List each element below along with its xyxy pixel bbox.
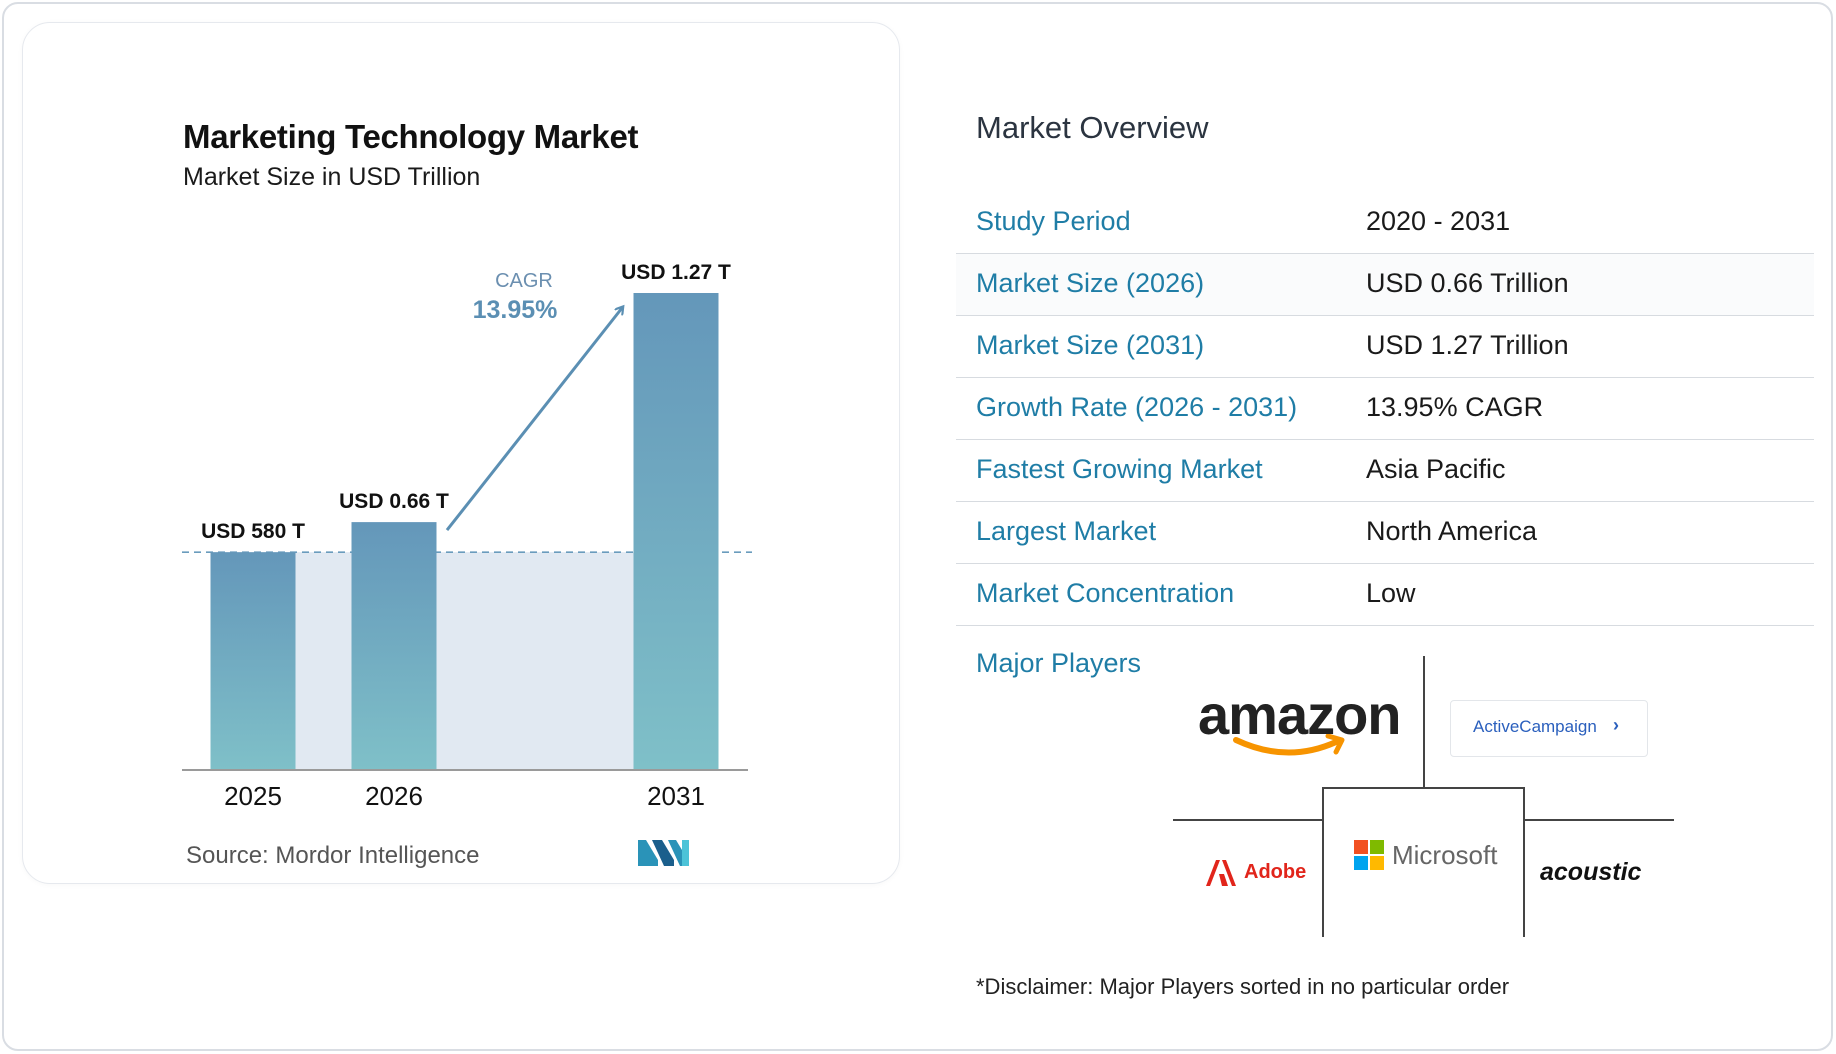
row-value: North America [1366,516,1538,546]
overview-row: Growth Rate (2026 - 2031) 13.95% CAGR [956,378,1814,440]
acoustic-logo: acoustic [1540,858,1641,887]
adobe-wordmark: Adobe [1244,861,1307,883]
microsoft-windows-icon [1354,840,1384,870]
chevron-right-icon: › [1613,715,1619,735]
row-key: Market Size (2026) [976,268,1205,298]
bar-2031 [633,293,719,770]
bar-2026 [351,522,437,770]
row-key: Fastest Growing Market [976,454,1263,484]
microsoft-wordmark: Microsoft [1392,840,1498,870]
overview-row: Fastest Growing Market Asia Pacific [956,440,1814,502]
cagr-arrow [445,308,622,532]
data-label-2026: USD 0.66 T [339,490,449,513]
x-tick-label-2031: 2031 [647,781,705,811]
grid-divider [1173,819,1323,821]
activecampaign-wordmark: ActiveCampaign [1473,717,1597,736]
amazon-logo: amazon [1198,682,1401,756]
disclaimer-text: *Disclaimer: Major Players sorted in no … [976,974,1510,999]
overview-title: Market Overview [976,110,1209,145]
row-value: USD 1.27 Trillion [1366,330,1569,360]
overview-row: Market Concentration Low [956,564,1814,626]
row-value: 13.95% CAGR [1366,392,1544,422]
adobe-a-icon [1206,860,1236,886]
row-key: Market Concentration [976,578,1235,608]
overview-row: Market Size (2026) USD 0.66 Trillion [956,254,1814,316]
chart-subtitle: Market Size in USD Trillion [183,163,481,191]
x-tick-label-2026: 2026 [365,781,423,811]
grid-divider [1524,819,1674,821]
chart-title: Marketing Technology Market [183,118,639,155]
grid-divider [1423,656,1425,787]
amazon-smile-icon [1233,734,1345,756]
row-value: 2020 - 2031 [1366,206,1511,236]
row-value: Low [1366,578,1416,608]
major-players-label: Major Players [976,648,1142,678]
bar-2025 [210,552,296,770]
row-key: Growth Rate (2026 - 2031) [976,392,1298,422]
x-tick-label-2025: 2025 [224,781,282,811]
cagr-value: 13.95% [473,296,558,324]
mordor-intelligence-logo [638,840,689,866]
data-label-2031: USD 1.27 T [621,261,731,284]
cagr-label: CAGR [495,270,553,292]
data-label-2025: USD 580 T [201,520,305,543]
amazon-wordmark: amazon [1198,683,1401,746]
row-value: Asia Pacific [1366,454,1506,484]
acoustic-wordmark: acoustic [1540,858,1642,886]
row-key: Study Period [976,206,1131,236]
row-value: USD 0.66 Trillion [1366,268,1569,298]
overview-row: Study Period 2020 - 2031 [956,192,1814,254]
overview-row: Largest Market North America [956,502,1814,564]
overview-table: Study Period 2020 - 2031 Market Size (202… [956,192,1814,626]
reference-band [295,552,634,770]
row-key: Largest Market [976,516,1157,546]
overview-row: Market Size (2031) USD 1.27 Trillion [956,316,1814,378]
source-text: Source: Mordor Intelligence [186,842,480,869]
bar-chart: USD 580 T 2025 USD 0.66 T 2026 USD 1.27 T 203… [182,261,752,811]
activecampaign-logo: ActiveCampaign › [1450,700,1648,757]
row-key: Market Size (2031) [976,330,1205,360]
